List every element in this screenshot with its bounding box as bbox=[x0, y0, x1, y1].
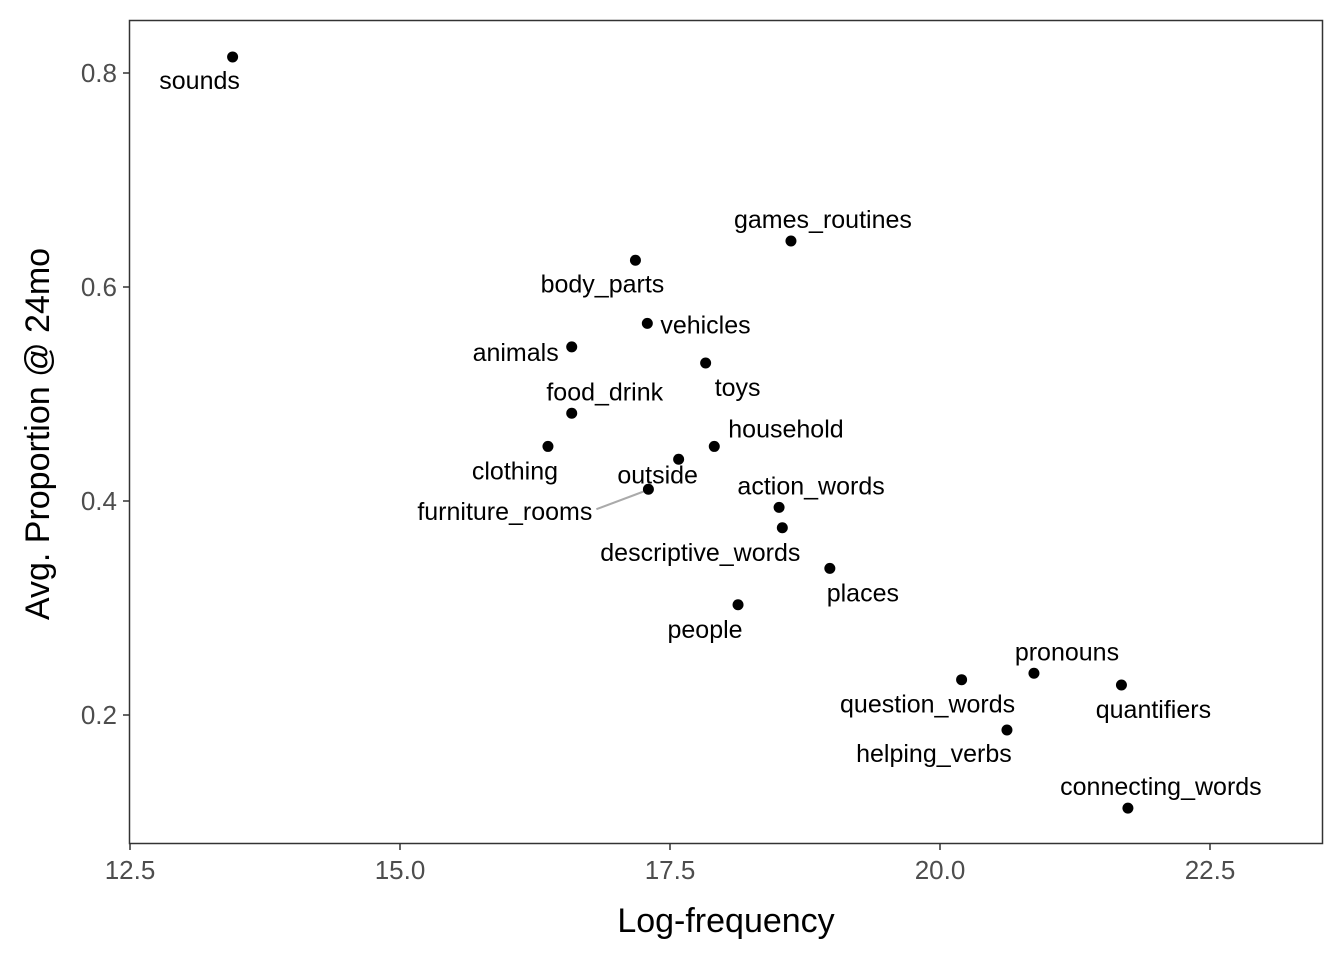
point-connecting-words bbox=[1122, 802, 1134, 814]
point-animals bbox=[566, 341, 578, 353]
label-household: household bbox=[728, 415, 843, 443]
x-tick-label: 15.0 bbox=[375, 855, 426, 885]
y-tick-label: 0.6 bbox=[81, 272, 117, 302]
label-food-drink: food_drink bbox=[546, 378, 663, 406]
label-descriptive-words: descriptive_words bbox=[600, 539, 800, 567]
x-tick-label: 22.5 bbox=[1185, 855, 1236, 885]
point-clothing bbox=[542, 440, 554, 452]
x-tick-label: 20.0 bbox=[915, 855, 966, 885]
x-axis-title: Log-frequency bbox=[617, 902, 834, 940]
point-furniture-rooms bbox=[642, 483, 654, 495]
point-quantifiers bbox=[1115, 679, 1127, 691]
point-outside bbox=[673, 453, 685, 465]
point-games-routines bbox=[785, 235, 797, 247]
point-body-parts bbox=[629, 254, 641, 266]
y-tick-label: 0.8 bbox=[81, 58, 117, 88]
label-furniture-rooms: furniture_rooms bbox=[417, 498, 592, 526]
label-sounds: sounds bbox=[159, 67, 240, 95]
y-tick-label: 0.4 bbox=[81, 486, 117, 516]
point-vehicles bbox=[641, 317, 653, 329]
label-vehicles: vehicles bbox=[660, 311, 750, 339]
x-axis: 12.5 15.0 17.5 20.0 22.5 bbox=[105, 843, 1236, 885]
label-action-words: action_words bbox=[737, 472, 884, 500]
label-clothing: clothing bbox=[472, 457, 558, 485]
connector-furniture-rooms bbox=[596, 490, 645, 511]
label-quantifiers: quantifiers bbox=[1096, 696, 1211, 724]
label-body-parts: body_parts bbox=[541, 270, 665, 298]
label-places: places bbox=[827, 579, 899, 607]
label-outside: outside bbox=[617, 461, 698, 489]
x-tick-label: 12.5 bbox=[105, 855, 156, 885]
y-axis: 0.2 0.4 0.6 0.8 bbox=[81, 58, 130, 730]
label-question-words: question_words bbox=[840, 691, 1015, 719]
point-people bbox=[732, 599, 744, 611]
data-points bbox=[227, 51, 1134, 814]
panel-border bbox=[128, 19, 1324, 845]
point-question-words bbox=[956, 674, 968, 686]
point-action-words bbox=[773, 501, 785, 513]
point-labels: sounds games_routines body_parts vehicles an… bbox=[159, 67, 1261, 801]
label-helping-verbs: helping_verbs bbox=[856, 740, 1012, 768]
point-household bbox=[708, 440, 720, 452]
label-connecting-words: connecting_words bbox=[1060, 773, 1262, 801]
x-tick-label: 17.5 bbox=[645, 855, 696, 885]
point-descriptive-words bbox=[776, 522, 788, 534]
point-pronouns bbox=[1028, 667, 1040, 679]
label-people: people bbox=[668, 616, 743, 644]
y-axis-title: Avg. Proportion @ 24mo bbox=[19, 248, 57, 620]
point-toys bbox=[700, 357, 712, 369]
point-helping-verbs bbox=[1001, 724, 1013, 736]
label-animals: animals bbox=[473, 339, 559, 367]
y-tick-label: 0.2 bbox=[81, 700, 117, 730]
label-pronouns: pronouns bbox=[1015, 638, 1119, 666]
label-connectors bbox=[596, 490, 645, 511]
point-places bbox=[824, 562, 836, 574]
point-sounds bbox=[227, 51, 239, 63]
label-toys: toys bbox=[715, 374, 761, 402]
point-food-drink bbox=[566, 407, 578, 419]
label-games-routines: games_routines bbox=[734, 206, 912, 234]
